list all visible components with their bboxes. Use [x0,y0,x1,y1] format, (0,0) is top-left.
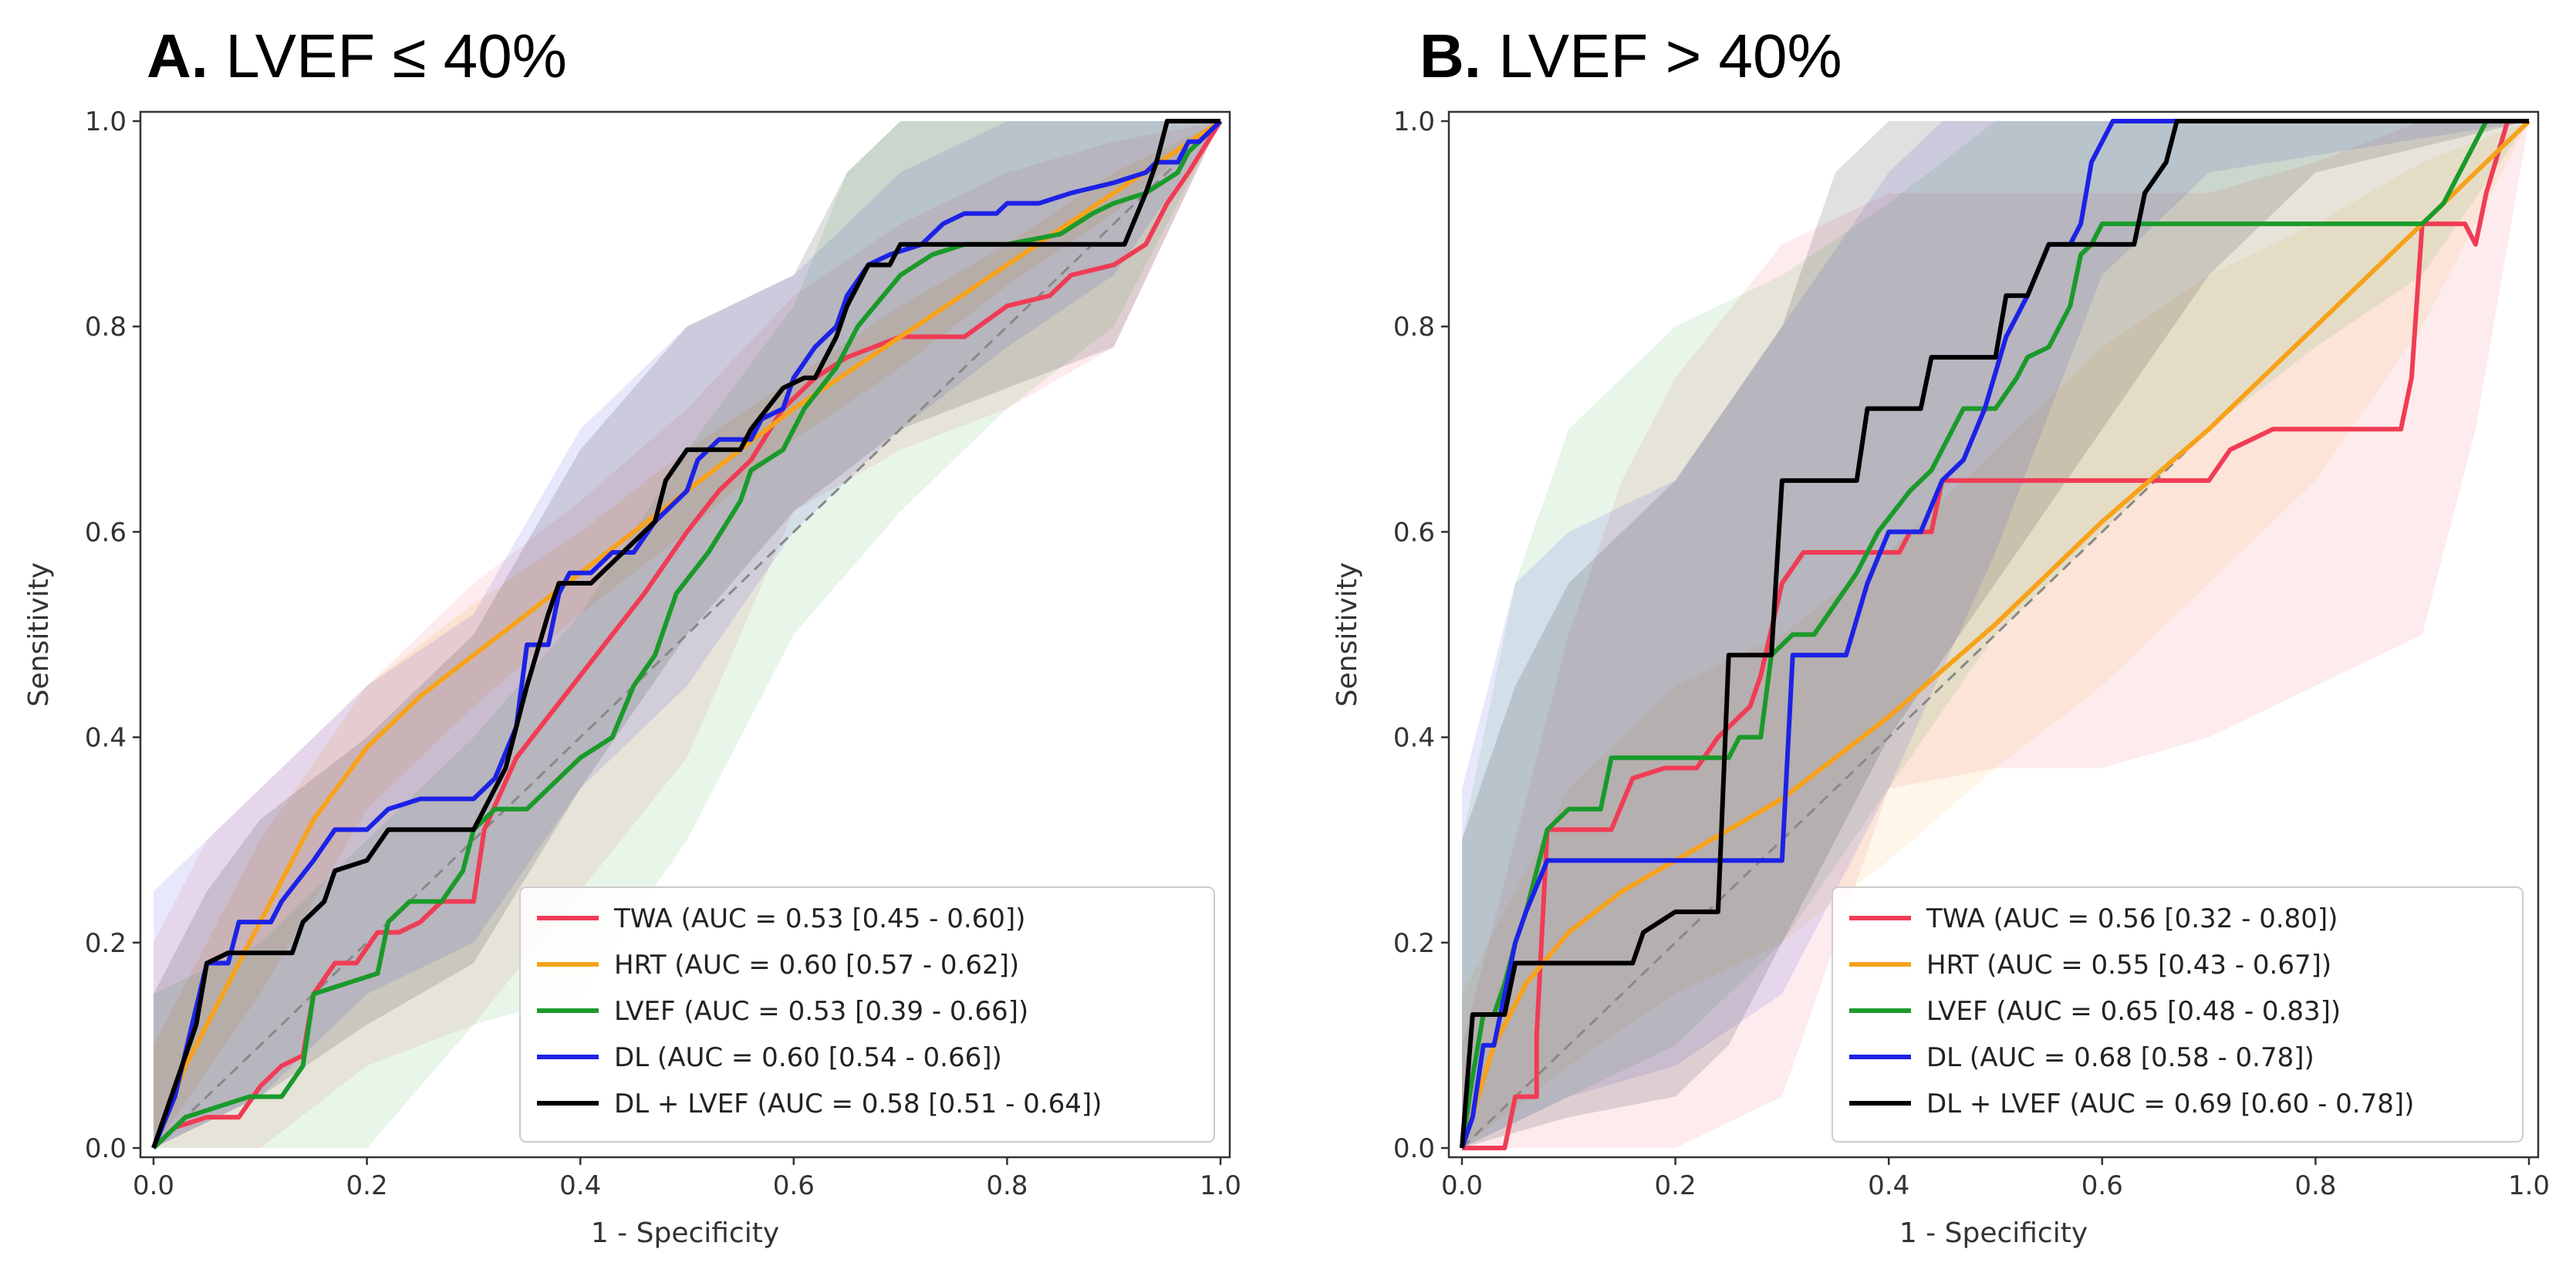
legend-label-dl-lvef: DL + LVEF (AUC = 0.69 [0.60 - 0.78]) [1926,1089,2414,1119]
roc-line-lvef [151,119,1223,1150]
roc-line-dl-lvef [1460,119,2529,1149]
legend-label-lvef: LVEF (AUC = 0.65 [0.48 - 0.83]) [1926,996,2341,1027]
y-tick-label: 0.0 [85,1133,127,1164]
x-tick-label: 0.0 [133,1170,174,1201]
y-tick-label: 1.0 [85,106,127,137]
ci-band-dl-lvef [1462,121,2529,1148]
y-axis-label: Sensitivity [1332,562,1363,707]
plot-area [1460,119,2531,1150]
panel-title-spacer [208,22,225,90]
x-tick-label: 0.8 [986,1170,1028,1201]
y-tick-label: 0.2 [1393,928,1435,959]
legend-label-dl: DL (AUC = 0.60 [0.54 - 0.66]) [614,1042,1002,1073]
roc-line-dl-lvef [151,119,1220,1149]
x-tick-label: 0.4 [559,1170,601,1201]
panel-b: B. LVEF > 40% 0.0 0.2 0.4 0.6 0.8 1.0 0.0 0.2 0.4… [1332,22,2550,1249]
chance-line [152,120,1222,1150]
x-tick-label: 0.0 [1441,1170,1483,1201]
x-tick-label: 0.8 [2294,1170,2336,1201]
panel-title-text: LVEF > 40% [1498,22,1842,90]
legend-box [519,886,1215,1143]
axes-frame [1447,110,2540,1159]
roc-line-dl [1460,119,2529,1149]
x-axis-label: 1 - Specificity [591,1217,779,1249]
roc-line-dl [151,119,1223,1150]
legend-label-hrt: HRT (AUC = 0.60 [0.57 - 0.62]) [614,950,1019,981]
y-tick-label: 0.2 [85,928,127,959]
y-axis-label: Sensitivity [23,562,55,707]
axes-frame [139,110,1231,1159]
legend: TWA (AUC = 0.56 [0.32 - 0.80]) HRT (AUC =… [1832,886,2524,1143]
legend-box [1832,886,2524,1143]
y-tick-label: 0.6 [85,517,127,548]
y-tick-label: 0.0 [1393,1133,1435,1164]
y-tick-label: 0.4 [85,723,127,754]
legend-label-twa: TWA (AUC = 0.56 [0.32 - 0.80]) [1926,903,2338,934]
panel-title-spacer [1481,22,1498,90]
legend-label-twa: TWA (AUC = 0.53 [0.45 - 0.60]) [613,903,1025,934]
x-tick-label: 0.2 [1655,1170,1697,1201]
panel-title-text: LVEF ≤ 40% [225,22,567,90]
ci-band-dl [1462,121,2529,1148]
y-tick-label: 0.8 [85,312,127,343]
x-tick-label: 0.6 [773,1170,815,1201]
x-tick-label: 0.6 [2081,1170,2123,1201]
y-tick-label: 1.0 [1393,106,1435,137]
panel-title: A. LVEF ≤ 40% [147,22,567,90]
legend-label-lvef: LVEF (AUC = 0.53 [0.39 - 0.66]) [614,996,1028,1027]
roc-line-hrt [1460,119,2531,1149]
x-tick-label: 0.2 [346,1170,388,1201]
panel-a: A. LVEF ≤ 40% 0.0 0.2 0.4 0.6 0.8 1.0 0.0 0.2 0.4… [23,22,1241,1249]
legend-label-hrt: HRT (AUC = 0.55 [0.43 - 0.67]) [1926,950,2331,981]
legend-label-dl-lvef: DL + LVEF (AUC = 0.58 [0.51 - 0.64]) [614,1089,1102,1119]
y-tick-label: 0.4 [1393,723,1435,754]
legend: TWA (AUC = 0.53 [0.45 - 0.60]) HRT (AUC =… [519,886,1215,1143]
x-tick-label: 0.4 [1868,1170,1909,1201]
panel-letter: B. [1420,22,1481,90]
x-tick-label: 1.0 [2508,1170,2550,1201]
x-axis-label: 1 - Specificity [1899,1217,2088,1249]
x-tick-label: 1.0 [1200,1170,1241,1201]
panel-title: B. LVEF > 40% [1420,22,1842,90]
legend-label-dl: DL (AUC = 0.68 [0.58 - 0.78]) [1926,1042,2314,1073]
y-tick-label: 0.6 [1393,517,1435,548]
y-tick-label: 0.8 [1393,312,1435,343]
roc-line-lvef [1460,119,2529,1149]
plot-area [151,119,1223,1150]
panel-letter: A. [147,22,208,90]
